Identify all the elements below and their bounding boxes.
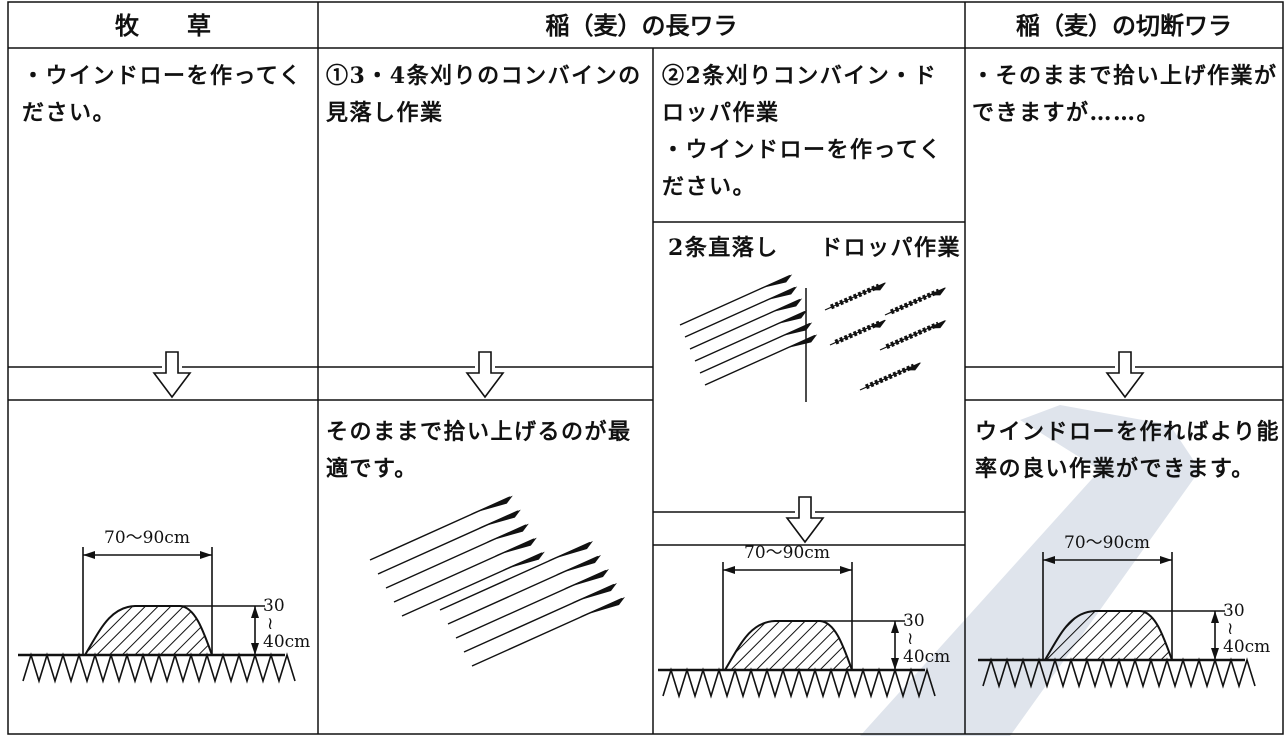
straw-head	[486, 523, 529, 542]
straw-head	[774, 310, 808, 325]
straw-bundle	[829, 283, 881, 310]
combine2-note: ・ウインドローを作ってください。	[662, 137, 943, 200]
watermark	[860, 405, 1200, 736]
forage-note: ・ウインドローを作ってください。	[22, 63, 303, 126]
height-sep-label: ≀	[1227, 619, 1233, 639]
combine34-title: ①3・4条刈りのコンバインの見落し作業	[326, 63, 642, 126]
straw-illustration	[859, 362, 922, 391]
dim-arrowhead	[891, 621, 899, 670]
straw-bundle	[885, 321, 940, 350]
height-top-label: 30	[1223, 601, 1245, 621]
header-cut-straw: 稲（麦）の切断ワラ	[1016, 11, 1232, 40]
straw-illustration	[439, 541, 625, 667]
straw-head	[564, 569, 609, 589]
straw-bundle	[889, 288, 941, 315]
height-bottom-label: 40cm	[903, 647, 950, 667]
straw-illustration	[679, 274, 818, 386]
width-label: 70〜90cm	[744, 543, 830, 563]
combine2-title: ②2条刈りコンバイン・ドロッパ作業	[662, 63, 938, 126]
straw-head	[764, 286, 798, 301]
width-label: 70〜90cm	[104, 528, 190, 548]
height-bottom-label: 40cm	[263, 632, 310, 652]
header-long-straw: 稲（麦）の長ワラ	[545, 11, 738, 40]
straw-illustration	[884, 287, 947, 316]
windrow-diagram: 70〜90cm 30≀40cm	[658, 543, 950, 699]
straw-head	[502, 551, 545, 570]
windrow-diagram: 70〜90cm 30≀40cm	[18, 528, 310, 684]
straw-head	[769, 298, 803, 313]
cut-straw-result: ウインドローを作ればより能率の良い作業ができます。	[975, 419, 1281, 482]
table-frame	[7, 1, 1284, 735]
straw-head	[779, 322, 813, 337]
straw-illustration	[879, 320, 947, 351]
height-top-label: 30	[263, 596, 285, 616]
straw-head	[470, 495, 513, 514]
straw-bundle	[864, 363, 916, 390]
dim-arrowhead	[1211, 611, 1219, 660]
straw-illustration	[824, 282, 887, 311]
ground-hatch	[22, 652, 296, 684]
dim-arrowhead	[251, 606, 259, 655]
header-forage: 牧 草	[115, 11, 211, 40]
height-bottom-label: 40cm	[1223, 637, 1270, 657]
straw-head	[580, 597, 625, 617]
straw-head	[478, 509, 521, 528]
cut-straw-note: ・そのままで拾い上げ作業ができますが……。	[972, 63, 1278, 126]
straw-illustration	[369, 495, 545, 617]
straw-head	[759, 274, 793, 289]
straw-head	[494, 537, 537, 556]
height-sep-label: ≀	[907, 629, 913, 649]
width-label: 70〜90cm	[1064, 533, 1150, 553]
windrow-pile	[723, 620, 854, 671]
straw-head	[784, 334, 818, 349]
down-arrow	[1105, 351, 1145, 399]
straw-head	[548, 541, 593, 561]
straw-bundle	[834, 320, 881, 345]
combine34-result: そのままで拾い上げるのが最適です。	[326, 419, 632, 482]
dropper-label: ドロッパ作業	[820, 235, 962, 261]
windrow-pile	[83, 605, 214, 656]
straw-head	[572, 583, 617, 603]
straw-head	[926, 320, 947, 329]
windrow-diagram: 70〜90cm 30≀40cm	[978, 533, 1270, 689]
straw-illustration	[829, 319, 887, 346]
height-top-label: 30	[903, 611, 925, 631]
down-arrow	[785, 496, 825, 544]
direct-label: 2条直落し	[668, 235, 779, 261]
down-arrow	[465, 351, 505, 399]
down-arrow	[152, 351, 192, 399]
height-sep-label: ≀	[267, 614, 273, 634]
ground-hatch	[662, 667, 936, 699]
straw-head	[556, 555, 601, 575]
